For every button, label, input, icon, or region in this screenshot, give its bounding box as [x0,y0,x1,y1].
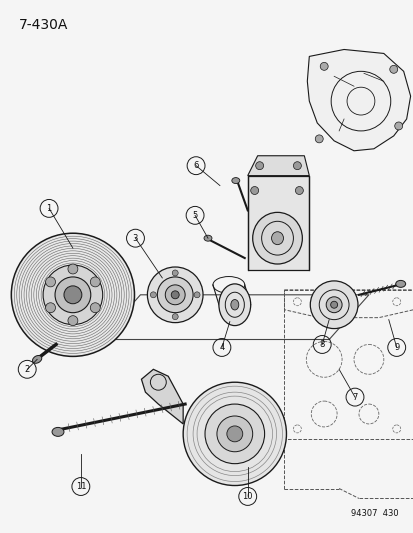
Text: 10: 10 [242,492,252,501]
Text: 9: 9 [393,343,399,352]
Circle shape [43,265,102,325]
Circle shape [389,66,397,74]
Ellipse shape [204,235,211,241]
Circle shape [226,426,242,442]
Circle shape [325,297,341,313]
Ellipse shape [252,212,301,264]
Circle shape [320,62,328,70]
Text: 94307  430: 94307 430 [350,510,398,518]
Ellipse shape [231,177,239,183]
Circle shape [330,301,337,308]
Circle shape [171,291,179,299]
Text: 11: 11 [76,482,86,491]
Circle shape [64,286,82,304]
Ellipse shape [271,232,283,245]
Circle shape [90,303,100,313]
Circle shape [295,187,303,195]
Circle shape [172,270,178,276]
Polygon shape [141,369,183,424]
Circle shape [147,267,202,322]
Polygon shape [306,50,410,151]
Polygon shape [247,175,309,270]
Circle shape [172,314,178,320]
Circle shape [194,292,199,298]
Ellipse shape [52,427,64,437]
Text: 5: 5 [192,211,197,220]
Circle shape [183,382,286,486]
Circle shape [55,277,90,313]
Text: 4: 4 [219,343,224,352]
Polygon shape [247,156,309,175]
Circle shape [68,264,78,274]
Circle shape [11,233,134,357]
Circle shape [293,161,301,169]
Ellipse shape [218,284,250,326]
Circle shape [255,161,263,169]
Circle shape [68,316,78,326]
Circle shape [315,135,323,143]
Circle shape [45,277,55,287]
Text: 1: 1 [46,204,52,213]
Circle shape [157,277,192,313]
Circle shape [150,292,156,298]
Circle shape [90,277,100,287]
Circle shape [204,404,264,464]
Circle shape [45,303,55,313]
Ellipse shape [230,300,238,310]
Text: 3: 3 [133,233,138,243]
Text: 6: 6 [193,161,198,170]
Circle shape [216,416,252,452]
Text: 7-430A: 7-430A [19,18,69,31]
Text: 8: 8 [319,340,324,349]
Text: 7: 7 [351,393,357,402]
Text: 2: 2 [24,365,30,374]
Ellipse shape [395,280,405,287]
Circle shape [250,187,258,195]
Circle shape [394,122,402,130]
Circle shape [310,281,357,328]
Ellipse shape [33,356,42,364]
Circle shape [165,285,185,305]
